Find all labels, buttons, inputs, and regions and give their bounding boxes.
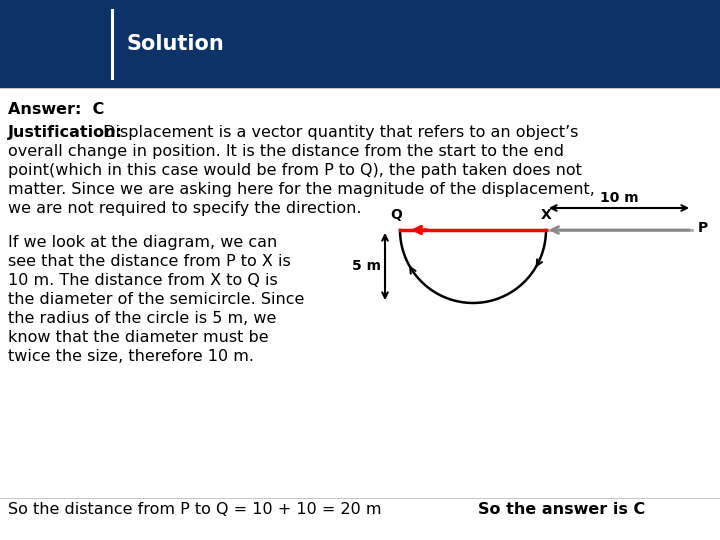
Bar: [0, 0, 720, 88]
Text: So the answer is C: So the answer is C: [478, 502, 645, 517]
Text: So the distance from P to Q = 10 + 10 = 20 m: So the distance from P to Q = 10 + 10 = …: [8, 502, 382, 517]
Text: Answer:  C: Answer: C: [8, 102, 104, 117]
Text: P: P: [698, 221, 708, 235]
Text: If we look at the diagram, we can: If we look at the diagram, we can: [8, 235, 277, 250]
Text: matter. Since we are asking here for the magnitude of the displacement,: matter. Since we are asking here for the…: [8, 182, 595, 197]
Text: 5 m: 5 m: [352, 260, 381, 273]
Text: 10 m: 10 m: [600, 191, 639, 205]
Text: see that the distance from P to X is: see that the distance from P to X is: [8, 254, 291, 269]
Text: the diameter of the semicircle. Since: the diameter of the semicircle. Since: [8, 292, 305, 307]
Text: 10 m. The distance from X to Q is: 10 m. The distance from X to Q is: [8, 273, 278, 288]
Text: overall change in position. It is the distance from the start to the end: overall change in position. It is the di…: [8, 144, 564, 159]
Text: Justification:: Justification:: [8, 125, 123, 140]
Text: X: X: [541, 208, 552, 222]
Text: twice the size, therefore 10 m.: twice the size, therefore 10 m.: [8, 349, 254, 364]
Text: Displacement is a vector quantity that refers to an object’s: Displacement is a vector quantity that r…: [98, 125, 578, 140]
Text: we are not required to specify the direction.: we are not required to specify the direc…: [8, 201, 361, 216]
Text: the radius of the circle is 5 m, we: the radius of the circle is 5 m, we: [8, 311, 276, 326]
Text: Solution: Solution: [126, 34, 224, 54]
Text: Q: Q: [390, 208, 402, 222]
Text: know that the diameter must be: know that the diameter must be: [8, 330, 269, 345]
Text: point(which in this case would be from P to Q), the path taken does not: point(which in this case would be from P…: [8, 163, 582, 178]
